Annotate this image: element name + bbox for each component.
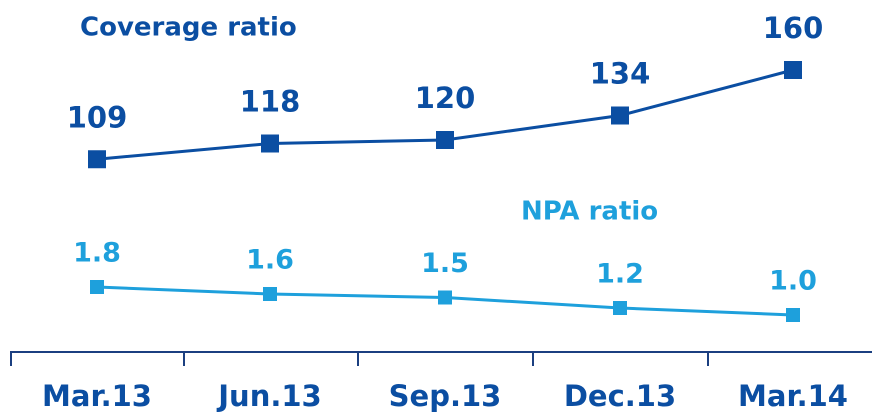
- data-label: 1.8: [73, 238, 121, 269]
- x-tick-label: Mar.14: [738, 379, 848, 413]
- marker: [263, 287, 277, 301]
- x-tick-label: Sep.13: [389, 379, 502, 413]
- marker: [261, 134, 279, 153]
- data-label: 109: [67, 100, 128, 134]
- series-title: Coverage ratio: [80, 13, 297, 43]
- data-label: 1.5: [421, 248, 469, 279]
- series-title: NPA ratio: [521, 197, 658, 227]
- marker: [786, 308, 800, 322]
- data-label: 120: [415, 81, 476, 115]
- marker: [90, 280, 104, 294]
- x-tick-label: Mar.13: [42, 379, 152, 413]
- marker: [784, 61, 802, 79]
- data-label: 134: [590, 57, 651, 91]
- marker: [438, 290, 452, 305]
- marker: [613, 301, 627, 315]
- x-tick-label: Jun.13: [216, 379, 321, 413]
- marker: [436, 131, 454, 149]
- data-label: 160: [763, 11, 824, 45]
- marker: [88, 150, 106, 169]
- data-label: 118: [240, 85, 301, 119]
- x-axis-ticks: [10, 352, 709, 366]
- data-label: 1.2: [596, 259, 644, 290]
- data-label: 1.6: [246, 245, 294, 276]
- data-label: 1.0: [769, 266, 817, 297]
- x-tick-label: Dec.13: [564, 379, 676, 413]
- marker: [611, 106, 629, 125]
